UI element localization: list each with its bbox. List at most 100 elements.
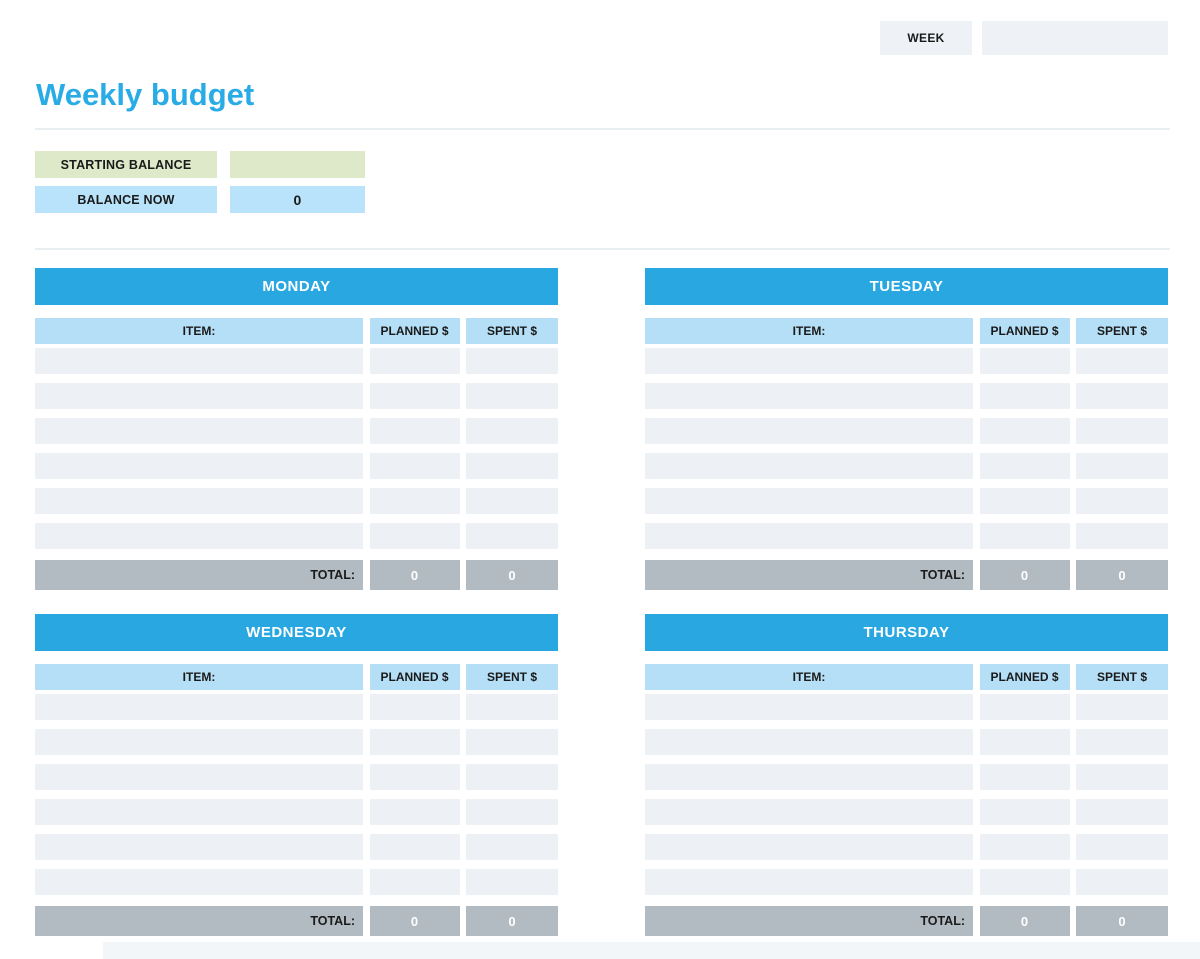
- planned-cell[interactable]: [369, 729, 460, 755]
- spent-cell[interactable]: [1076, 869, 1168, 895]
- planned-cell[interactable]: [369, 869, 460, 895]
- spent-cell[interactable]: [1076, 418, 1168, 444]
- item-cell[interactable]: [35, 799, 363, 825]
- spent-column-header: SPENT $: [1076, 318, 1168, 344]
- planned-cell[interactable]: [369, 694, 460, 720]
- balance-now-label: BALANCE NOW: [35, 186, 217, 213]
- budget-row: [645, 764, 1168, 790]
- budget-row: [645, 799, 1168, 825]
- planned-cell[interactable]: [369, 453, 460, 479]
- spent-cell[interactable]: [466, 488, 558, 514]
- planned-cell[interactable]: [979, 453, 1070, 479]
- day-header: TUESDAY: [645, 268, 1168, 305]
- planned-cell[interactable]: [979, 488, 1070, 514]
- page-title: Weekly budget: [36, 77, 255, 112]
- budget-row: [35, 729, 558, 755]
- item-cell[interactable]: [35, 729, 363, 755]
- planned-cell[interactable]: [369, 383, 460, 409]
- planned-cell[interactable]: [979, 799, 1070, 825]
- item-cell[interactable]: [645, 418, 973, 444]
- item-cell[interactable]: [645, 453, 973, 479]
- budget-row: [645, 383, 1168, 409]
- item-cell[interactable]: [645, 488, 973, 514]
- spent-cell[interactable]: [466, 764, 558, 790]
- spent-cell[interactable]: [466, 383, 558, 409]
- spent-cell[interactable]: [1076, 488, 1168, 514]
- spent-total-value: 0: [1076, 906, 1168, 936]
- planned-cell[interactable]: [979, 418, 1070, 444]
- item-cell[interactable]: [35, 523, 363, 549]
- item-cell[interactable]: [35, 764, 363, 790]
- item-cell[interactable]: [35, 694, 363, 720]
- spent-cell[interactable]: [1076, 383, 1168, 409]
- planned-cell[interactable]: [979, 523, 1070, 549]
- spent-cell[interactable]: [466, 523, 558, 549]
- planned-cell[interactable]: [369, 764, 460, 790]
- spent-cell[interactable]: [466, 694, 558, 720]
- item-cell[interactable]: [35, 418, 363, 444]
- spent-cell[interactable]: [466, 834, 558, 860]
- item-cell[interactable]: [645, 834, 973, 860]
- spent-cell[interactable]: [1076, 453, 1168, 479]
- item-cell[interactable]: [35, 869, 363, 895]
- planned-cell[interactable]: [369, 834, 460, 860]
- budget-row: [35, 488, 558, 514]
- item-cell[interactable]: [35, 453, 363, 479]
- spent-cell[interactable]: [1076, 799, 1168, 825]
- planned-cell[interactable]: [369, 523, 460, 549]
- spent-cell[interactable]: [466, 799, 558, 825]
- starting-balance-value-cell[interactable]: [230, 151, 365, 178]
- spent-cell[interactable]: [1076, 834, 1168, 860]
- total-label: TOTAL:: [645, 906, 973, 936]
- spent-cell[interactable]: [1076, 348, 1168, 374]
- planned-cell[interactable]: [979, 348, 1070, 374]
- planned-cell[interactable]: [369, 418, 460, 444]
- planned-cell[interactable]: [979, 383, 1070, 409]
- week-label: WEEK: [880, 21, 972, 55]
- planned-cell[interactable]: [979, 694, 1070, 720]
- spent-cell[interactable]: [466, 348, 558, 374]
- planned-column-header: PLANNED $: [369, 664, 460, 690]
- planned-cell[interactable]: [979, 834, 1070, 860]
- planned-cell[interactable]: [369, 799, 460, 825]
- item-cell[interactable]: [645, 764, 973, 790]
- day-table-monday: MONDAY ITEM: PLANNED $ SPENT $ TOTAL: 0 …: [35, 268, 558, 590]
- planned-cell[interactable]: [979, 764, 1070, 790]
- spent-cell[interactable]: [466, 418, 558, 444]
- item-cell[interactable]: [645, 694, 973, 720]
- day-table-thursday: THURSDAY ITEM: PLANNED $ SPENT $ TOTAL: …: [645, 614, 1168, 936]
- day-header: MONDAY: [35, 268, 558, 305]
- item-cell[interactable]: [645, 348, 973, 374]
- planned-cell[interactable]: [369, 488, 460, 514]
- item-cell[interactable]: [645, 799, 973, 825]
- budget-row: [645, 834, 1168, 860]
- planned-total-value: 0: [979, 560, 1070, 590]
- spent-cell[interactable]: [1076, 523, 1168, 549]
- budget-row: [35, 453, 558, 479]
- item-column-header: ITEM:: [35, 664, 363, 690]
- spent-cell[interactable]: [466, 869, 558, 895]
- spent-cell[interactable]: [466, 729, 558, 755]
- item-cell[interactable]: [645, 869, 973, 895]
- item-cell[interactable]: [35, 348, 363, 374]
- planned-cell[interactable]: [979, 729, 1070, 755]
- spent-cell[interactable]: [466, 453, 558, 479]
- item-cell[interactable]: [35, 834, 363, 860]
- week-value-cell[interactable]: [982, 21, 1168, 55]
- item-cell[interactable]: [645, 383, 973, 409]
- budget-row: [35, 694, 558, 720]
- item-cell[interactable]: [645, 729, 973, 755]
- budget-row: [645, 523, 1168, 549]
- day-table-wednesday: WEDNESDAY ITEM: PLANNED $ SPENT $ TOTAL:…: [35, 614, 558, 936]
- budget-row: [645, 869, 1168, 895]
- spent-cell[interactable]: [1076, 694, 1168, 720]
- item-cell[interactable]: [645, 523, 973, 549]
- spent-cell[interactable]: [1076, 729, 1168, 755]
- spent-cell[interactable]: [1076, 764, 1168, 790]
- item-cell[interactable]: [35, 383, 363, 409]
- planned-cell[interactable]: [369, 348, 460, 374]
- next-section-edge: [103, 942, 1200, 959]
- planned-cell[interactable]: [979, 869, 1070, 895]
- item-cell[interactable]: [35, 488, 363, 514]
- budget-row: [645, 348, 1168, 374]
